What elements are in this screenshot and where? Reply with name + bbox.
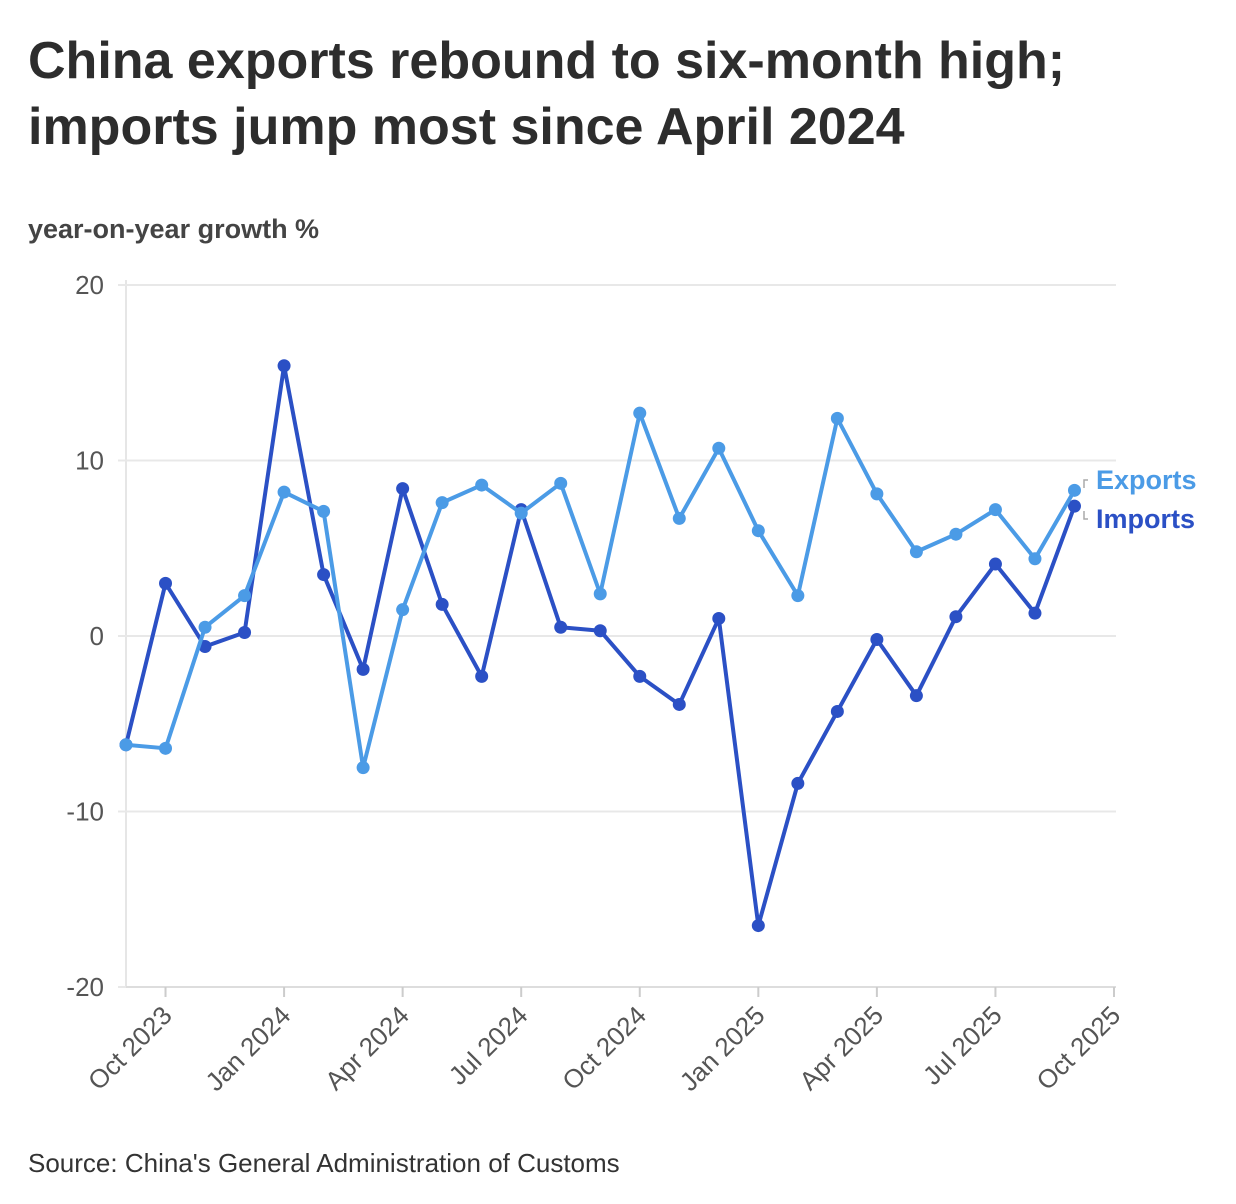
source-note: Source: China's General Administration o… bbox=[28, 1148, 620, 1178]
exports-point bbox=[1067, 483, 1081, 497]
imports-point bbox=[554, 620, 568, 634]
imports-line bbox=[124, 363, 1077, 928]
imports-point bbox=[672, 697, 686, 711]
label-connector bbox=[1083, 479, 1088, 520]
exports-point bbox=[475, 478, 489, 492]
y-tick-label: 20 bbox=[75, 270, 104, 300]
imports-point bbox=[159, 576, 173, 590]
exports-point bbox=[396, 603, 410, 617]
imports-point bbox=[356, 662, 370, 676]
imports-point bbox=[633, 669, 647, 683]
x-tick-label: Jul 2025 bbox=[917, 1000, 1008, 1091]
x-tick-label: Jan 2024 bbox=[199, 1000, 296, 1097]
imports-point bbox=[712, 611, 726, 625]
exports-point bbox=[633, 406, 647, 420]
imports-point bbox=[830, 704, 844, 718]
exports-point bbox=[751, 524, 765, 538]
exports-point bbox=[1028, 552, 1042, 566]
y-axis-label: year-on-year growth % bbox=[28, 214, 320, 244]
exports-point bbox=[435, 496, 449, 510]
exports-point bbox=[238, 589, 252, 603]
exports-point bbox=[909, 545, 923, 559]
imports-point bbox=[593, 624, 607, 638]
x-tick-label: Jul 2024 bbox=[443, 1000, 534, 1091]
exports-point bbox=[949, 527, 963, 541]
imports-point bbox=[238, 625, 252, 639]
exports-point bbox=[198, 620, 212, 634]
y-tick-label: 10 bbox=[75, 446, 104, 476]
exports-point bbox=[159, 741, 173, 755]
x-tick-label: Oct 2025 bbox=[1030, 1000, 1126, 1096]
imports-label: Imports bbox=[1096, 504, 1195, 534]
exports-point bbox=[554, 476, 568, 490]
chart-title: China exports rebound to six-month high;… bbox=[28, 32, 1066, 156]
imports-point bbox=[435, 597, 449, 611]
exports-point bbox=[791, 589, 805, 603]
imports-point bbox=[1028, 606, 1042, 620]
imports-point bbox=[277, 359, 291, 373]
imports-point bbox=[396, 482, 410, 496]
exports-point bbox=[514, 506, 528, 520]
y-tick-label: 0 bbox=[90, 621, 104, 651]
imports-point bbox=[870, 633, 884, 647]
x-tick-label: Oct 2024 bbox=[556, 1000, 652, 1096]
exports-point bbox=[317, 504, 331, 518]
imports-point bbox=[791, 776, 805, 790]
imports-point bbox=[949, 610, 963, 624]
y-tick-label: -10 bbox=[66, 797, 104, 827]
exports-point bbox=[672, 511, 686, 525]
x-tick-label: Apr 2025 bbox=[793, 1000, 889, 1096]
exports-label: Exports bbox=[1096, 465, 1197, 495]
exports-point bbox=[712, 441, 726, 455]
exports-point bbox=[277, 485, 291, 499]
imports-point bbox=[909, 689, 923, 703]
y-tick-label: -20 bbox=[66, 972, 104, 1002]
exports-point bbox=[119, 738, 133, 752]
imports-point bbox=[988, 557, 1002, 571]
imports-point bbox=[1067, 499, 1081, 513]
exports-point bbox=[870, 487, 884, 501]
imports-point bbox=[751, 919, 765, 933]
x-tick-label: Jan 2025 bbox=[674, 1000, 771, 1097]
imports-point bbox=[317, 568, 331, 582]
x-tick-label: Apr 2024 bbox=[319, 1000, 415, 1096]
exports-point bbox=[988, 503, 1002, 517]
exports-point bbox=[830, 411, 844, 425]
imports-point bbox=[475, 669, 489, 683]
exports-point bbox=[593, 587, 607, 601]
exports-point bbox=[356, 761, 370, 775]
x-tick-label: Oct 2023 bbox=[82, 1000, 178, 1096]
